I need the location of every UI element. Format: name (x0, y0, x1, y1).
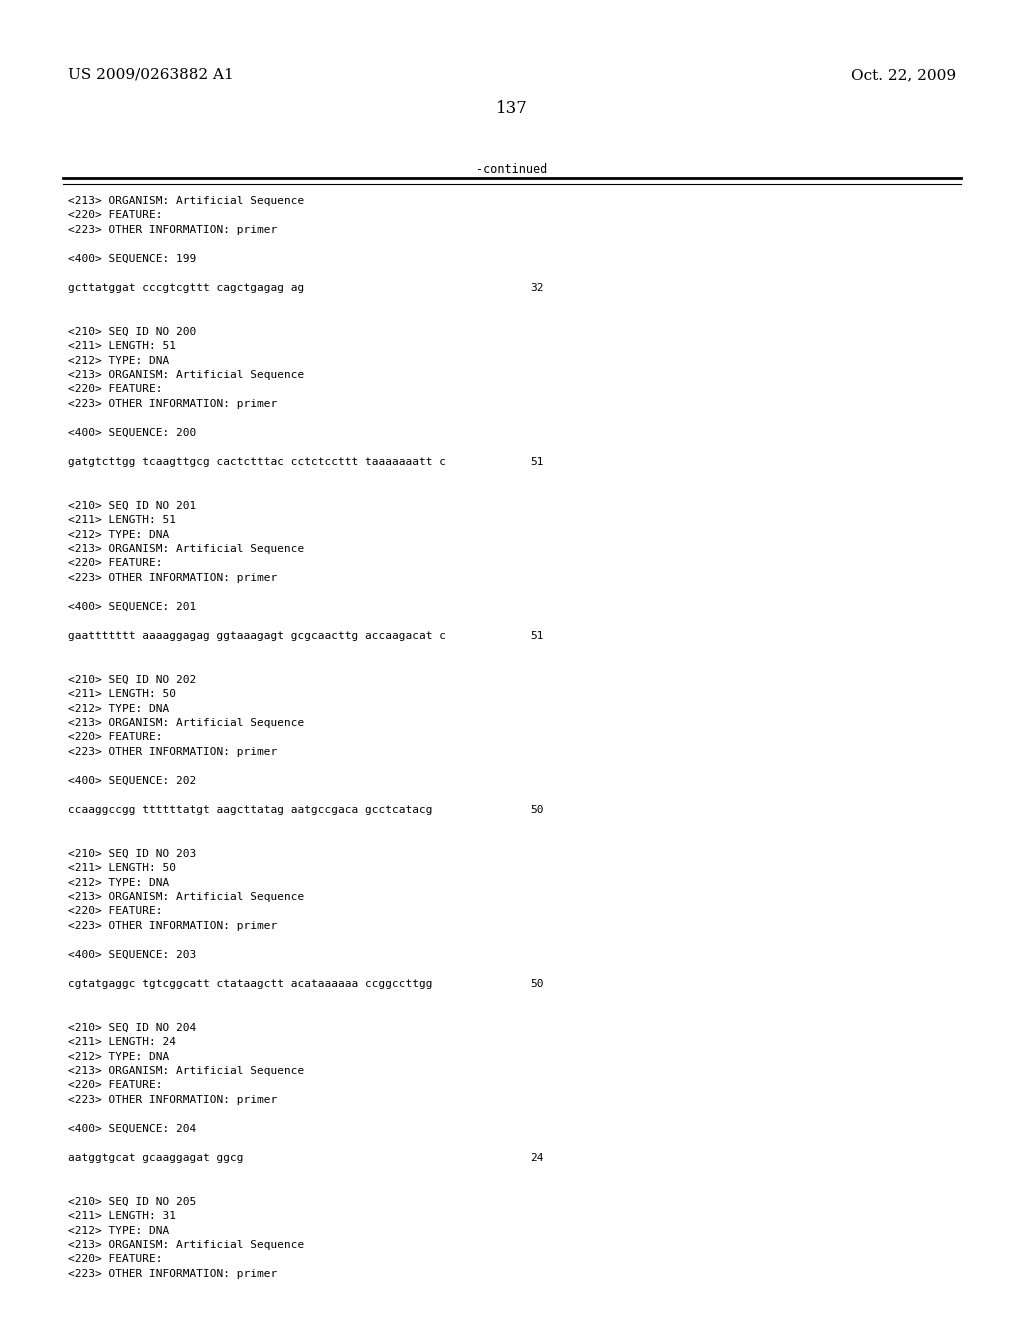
Text: 51: 51 (530, 631, 544, 642)
Text: <213> ORGANISM: Artificial Sequence: <213> ORGANISM: Artificial Sequence (68, 370, 304, 380)
Text: <223> OTHER INFORMATION: primer: <223> OTHER INFORMATION: primer (68, 399, 278, 409)
Text: Oct. 22, 2009: Oct. 22, 2009 (851, 69, 956, 82)
Text: <211> LENGTH: 51: <211> LENGTH: 51 (68, 341, 176, 351)
Text: <211> LENGTH: 31: <211> LENGTH: 31 (68, 1210, 176, 1221)
Text: <220> FEATURE:: <220> FEATURE: (68, 1254, 163, 1265)
Text: <223> OTHER INFORMATION: primer: <223> OTHER INFORMATION: primer (68, 921, 278, 931)
Text: <212> TYPE: DNA: <212> TYPE: DNA (68, 1225, 169, 1236)
Text: 50: 50 (530, 979, 544, 989)
Text: aatggtgcat gcaaggagat ggcg: aatggtgcat gcaaggagat ggcg (68, 1152, 244, 1163)
Text: <212> TYPE: DNA: <212> TYPE: DNA (68, 1052, 169, 1061)
Text: <220> FEATURE:: <220> FEATURE: (68, 907, 163, 916)
Text: gaattttttt aaaaggagag ggtaaagagt gcgcaacttg accaagacat c: gaattttttt aaaaggagag ggtaaagagt gcgcaac… (68, 631, 446, 642)
Text: gatgtcttgg tcaagttgcg cactctttac cctctccttt taaaaaaatt c: gatgtcttgg tcaagttgcg cactctttac cctctcc… (68, 457, 446, 467)
Text: <213> ORGANISM: Artificial Sequence: <213> ORGANISM: Artificial Sequence (68, 195, 304, 206)
Text: cgtatgaggc tgtcggcatt ctataagctt acataaaaaa ccggccttgg: cgtatgaggc tgtcggcatt ctataagctt acataaa… (68, 979, 432, 989)
Text: <223> OTHER INFORMATION: primer: <223> OTHER INFORMATION: primer (68, 1096, 278, 1105)
Text: <213> ORGANISM: Artificial Sequence: <213> ORGANISM: Artificial Sequence (68, 544, 304, 554)
Text: <223> OTHER INFORMATION: primer: <223> OTHER INFORMATION: primer (68, 573, 278, 583)
Text: <220> FEATURE:: <220> FEATURE: (68, 558, 163, 569)
Text: 32: 32 (530, 282, 544, 293)
Text: US 2009/0263882 A1: US 2009/0263882 A1 (68, 69, 233, 82)
Text: <400> SEQUENCE: 199: <400> SEQUENCE: 199 (68, 253, 197, 264)
Text: gcttatggat cccgtcgttt cagctgagag ag: gcttatggat cccgtcgttt cagctgagag ag (68, 282, 304, 293)
Text: 24: 24 (530, 1152, 544, 1163)
Text: <210> SEQ ID NO 200: <210> SEQ ID NO 200 (68, 326, 197, 337)
Text: <220> FEATURE:: <220> FEATURE: (68, 210, 163, 220)
Text: <220> FEATURE:: <220> FEATURE: (68, 733, 163, 742)
Text: <213> ORGANISM: Artificial Sequence: <213> ORGANISM: Artificial Sequence (68, 892, 304, 902)
Text: <210> SEQ ID NO 204: <210> SEQ ID NO 204 (68, 1023, 197, 1032)
Text: <210> SEQ ID NO 205: <210> SEQ ID NO 205 (68, 1196, 197, 1206)
Text: <210> SEQ ID NO 203: <210> SEQ ID NO 203 (68, 849, 197, 858)
Text: <400> SEQUENCE: 200: <400> SEQUENCE: 200 (68, 428, 197, 438)
Text: <223> OTHER INFORMATION: primer: <223> OTHER INFORMATION: primer (68, 224, 278, 235)
Text: <220> FEATURE:: <220> FEATURE: (68, 384, 163, 395)
Text: 137: 137 (496, 100, 528, 117)
Text: ccaaggccgg ttttttatgt aagcttatag aatgccgaca gcctcatacg: ccaaggccgg ttttttatgt aagcttatag aatgccg… (68, 805, 432, 814)
Text: <223> OTHER INFORMATION: primer: <223> OTHER INFORMATION: primer (68, 747, 278, 756)
Text: <220> FEATURE:: <220> FEATURE: (68, 1081, 163, 1090)
Text: <211> LENGTH: 50: <211> LENGTH: 50 (68, 689, 176, 700)
Text: 50: 50 (530, 805, 544, 814)
Text: <400> SEQUENCE: 203: <400> SEQUENCE: 203 (68, 950, 197, 960)
Text: <213> ORGANISM: Artificial Sequence: <213> ORGANISM: Artificial Sequence (68, 1067, 304, 1076)
Text: 51: 51 (530, 457, 544, 467)
Text: <212> TYPE: DNA: <212> TYPE: DNA (68, 878, 169, 887)
Text: <211> LENGTH: 24: <211> LENGTH: 24 (68, 1038, 176, 1047)
Text: <213> ORGANISM: Artificial Sequence: <213> ORGANISM: Artificial Sequence (68, 718, 304, 729)
Text: <213> ORGANISM: Artificial Sequence: <213> ORGANISM: Artificial Sequence (68, 1239, 304, 1250)
Text: <210> SEQ ID NO 201: <210> SEQ ID NO 201 (68, 500, 197, 511)
Text: <400> SEQUENCE: 204: <400> SEQUENCE: 204 (68, 1125, 197, 1134)
Text: -continued: -continued (476, 162, 548, 176)
Text: <210> SEQ ID NO 202: <210> SEQ ID NO 202 (68, 675, 197, 685)
Text: <212> TYPE: DNA: <212> TYPE: DNA (68, 355, 169, 366)
Text: <400> SEQUENCE: 202: <400> SEQUENCE: 202 (68, 776, 197, 785)
Text: <211> LENGTH: 51: <211> LENGTH: 51 (68, 515, 176, 525)
Text: <212> TYPE: DNA: <212> TYPE: DNA (68, 704, 169, 714)
Text: <211> LENGTH: 50: <211> LENGTH: 50 (68, 863, 176, 873)
Text: <400> SEQUENCE: 201: <400> SEQUENCE: 201 (68, 602, 197, 612)
Text: <223> OTHER INFORMATION: primer: <223> OTHER INFORMATION: primer (68, 1269, 278, 1279)
Text: <212> TYPE: DNA: <212> TYPE: DNA (68, 529, 169, 540)
